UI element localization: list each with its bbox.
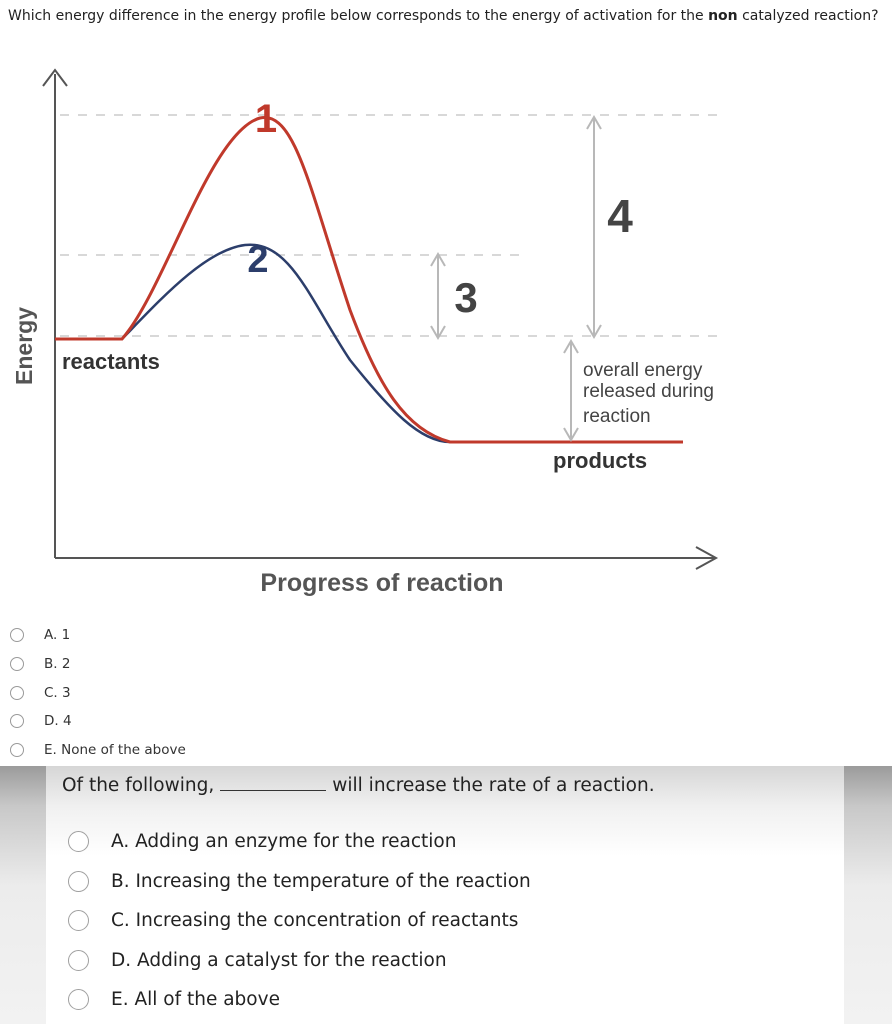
q2-option-a[interactable]: A. Adding an enzyme for the reaction [68,822,531,862]
q1-option-a-radio[interactable] [10,628,24,643]
question-2-prompt: Of the following, will increase the rate … [62,775,655,796]
q2-option-d-label: D. Adding a catalyst for the reaction [111,949,447,971]
q1-option-a[interactable]: A. 1 [10,621,186,650]
q1-option-e-label: E. None of the above [44,742,186,759]
q1-option-d-label: D. 4 [44,713,72,730]
question-2-panel: Of the following, will increase the rate … [46,766,844,1024]
question-1: Which energy difference in the energy pr… [8,8,879,764]
q1-option-d-radio[interactable] [10,714,24,729]
catalyzed-curve [55,243,683,444]
arrow-4-head-down [586,324,602,339]
q1-option-c-radio[interactable] [10,685,24,700]
q1-option-b[interactable]: B. 2 [10,650,186,679]
prompt-text-bold: non [708,8,738,24]
q2-option-c-label: C. Increasing the concentration of react… [111,910,519,932]
q2-option-c-radio[interactable] [68,910,89,932]
q2-option-b-label: B. Increasing the temperature of the rea… [111,870,531,892]
q2-option-a-label: A. Adding an enzyme for the reaction [111,831,457,853]
x-axis-label: Progress of reaction [260,569,503,597]
q2-prompt-start: Of the following, [62,775,215,796]
arrow-3-head-down [430,325,446,340]
q1-option-e-radio[interactable] [10,743,24,758]
q2-option-e[interactable]: E. All of the above [68,980,531,1020]
overall-energy-arrow-head-down [563,427,579,442]
q2-option-e-label: E. All of the above [111,989,280,1011]
question-1-prompt: Which energy difference in the energy pr… [8,8,879,24]
overall-energy-arrow-head-up [563,339,579,354]
q1-option-d[interactable]: D. 4 [10,707,186,736]
marker-4: 4 [607,190,633,242]
prompt-text-start: Which energy difference in the energy pr… [8,8,709,24]
q1-option-c-label: C. 3 [44,684,71,701]
q1-option-b-label: B. 2 [44,656,71,673]
marker-3: 3 [454,274,477,321]
q2-option-b[interactable]: B. Increasing the temperature of the rea… [68,862,531,902]
question-2: Of the following, will increase the rate … [0,766,892,1024]
q2-option-b-radio[interactable] [68,870,89,892]
question-2-options: A. Adding an enzyme for the reaction B. … [68,822,531,1020]
energy-profile-diagram: 1 2 3 4 reactants products overall energ… [11,68,725,597]
y-axis-arrowhead [42,68,68,87]
q1-option-a-label: A. 1 [44,627,71,644]
q1-option-b-radio[interactable] [10,657,24,672]
overall-energy-label-line3: reaction [583,406,651,427]
arrow-3-head-up [430,252,446,267]
arrow-4-head-up [586,115,602,130]
overall-energy-label-line2: released during [583,381,714,402]
q2-prompt-end: will increase the rate of a reaction. [332,775,655,796]
overall-energy-label-line1: overall energy [583,360,703,381]
q1-option-e[interactable]: E. None of the above [10,736,186,765]
q2-option-e-radio[interactable] [68,989,89,1011]
question-1-options: A. 1 B. 2 C. 3 D. 4 E. None of the above [10,621,186,764]
q2-option-d-radio[interactable] [68,949,89,971]
marker-2: 2 [247,239,268,281]
q2-option-d[interactable]: D. Adding a catalyst for the reaction [68,941,531,981]
q2-option-c[interactable]: C. Increasing the concentration of react… [68,901,531,941]
reactants-label: reactants [62,349,160,374]
q2-option-a-radio[interactable] [68,831,89,853]
fill-in-blank [220,789,327,791]
products-label: products [553,448,647,473]
x-axis-arrowhead [695,546,719,570]
prompt-text-end: catalyzed reaction? [737,8,879,24]
uncatalyzed-curve [55,116,683,444]
y-axis-label: Energy [11,307,37,385]
q1-option-c[interactable]: C. 3 [10,678,186,707]
marker-1: 1 [255,97,277,141]
